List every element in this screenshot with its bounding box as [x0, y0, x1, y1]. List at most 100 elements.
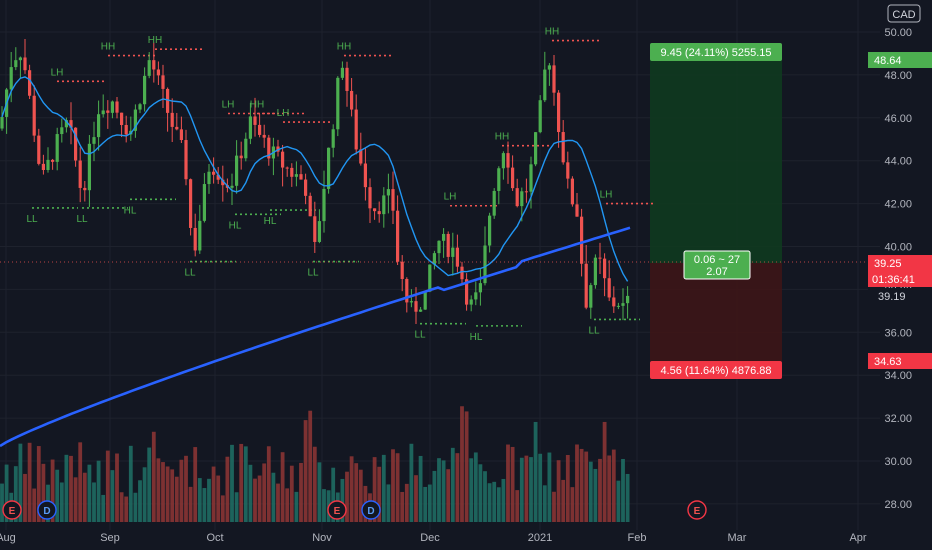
candle-body [308, 195, 312, 217]
candle-body [460, 266, 464, 280]
candle-body [478, 283, 482, 293]
profit-zone[interactable] [650, 55, 782, 263]
volume-bar [101, 494, 106, 522]
volume-bar [418, 455, 423, 522]
volume-bar [584, 451, 589, 522]
candle-body [327, 147, 331, 189]
currency-badge[interactable]: CAD [887, 4, 921, 23]
volume-bar [487, 483, 492, 522]
swing-high-label: HH [101, 42, 115, 53]
candle-body [207, 171, 211, 185]
volume-bar [225, 456, 230, 522]
candle-body [616, 305, 620, 307]
volume-bar [87, 464, 92, 522]
volume-bar [483, 471, 487, 522]
swing-levels [32, 39, 654, 327]
earnings-marker[interactable] [687, 500, 707, 520]
volume-bar [170, 469, 175, 522]
volume-bar [372, 457, 377, 522]
candle-body [120, 112, 124, 125]
event-marker-letter: E [9, 506, 16, 517]
candle-body [607, 278, 611, 298]
candle-body [331, 129, 335, 148]
dividend-marker[interactable] [37, 500, 57, 520]
candle-body [474, 292, 478, 300]
swing-high-label: HH [337, 42, 351, 53]
volume-bar [13, 466, 18, 522]
volume-bar [92, 482, 96, 522]
volume-bar [197, 478, 202, 522]
volume-bar [496, 487, 501, 522]
volume-bar [188, 486, 193, 522]
candle-body [580, 216, 584, 264]
candle-body [133, 109, 137, 131]
candle-body [561, 132, 565, 163]
candle-body [175, 126, 179, 130]
position-center-label[interactable]: 0.06 ~ 27 2.07 [683, 250, 751, 280]
volume-bar [579, 448, 584, 522]
volume-bar [78, 442, 83, 522]
swing-low-label: LL [26, 214, 38, 225]
swing-high-label: LH [444, 192, 457, 203]
volume-bar [524, 455, 529, 522]
stop-price-tag: 34.63 [868, 353, 932, 369]
candle-body [235, 155, 239, 186]
price-tick-label: 42.00 [884, 199, 912, 211]
price-tick-label: 50.00 [884, 27, 912, 39]
volume-bar [105, 450, 110, 522]
candle-body [198, 220, 202, 251]
candle-body [179, 129, 183, 141]
candle-body [69, 120, 73, 128]
candle-body [612, 297, 616, 307]
volume-bar [386, 484, 391, 522]
volume-bar [575, 444, 579, 522]
volume-bar [455, 453, 460, 522]
volume-bar [271, 472, 276, 522]
position-center-line2: 2.07 [706, 266, 727, 278]
candle-body [294, 174, 298, 177]
volume-bar [262, 463, 267, 522]
volume-bar [64, 454, 69, 522]
candle-body [455, 247, 459, 267]
loss-label[interactable]: 4.56 (11.64%) 4876.88 [650, 361, 782, 379]
candlesticks [0, 39, 630, 324]
candle-body [267, 137, 271, 159]
candle-body [152, 60, 156, 70]
volume-bar [151, 431, 156, 522]
price-tick-label: 44.00 [884, 156, 912, 168]
volume-bar [588, 461, 593, 522]
candle-body [124, 124, 128, 135]
earnings-marker[interactable] [2, 500, 22, 520]
candle-body [78, 160, 82, 188]
candle-body [97, 114, 101, 138]
volume-bar [322, 489, 326, 522]
volume-bar [400, 491, 405, 522]
stop-price-text: 34.63 [874, 356, 902, 368]
position-zones[interactable] [650, 55, 782, 361]
candle-body [552, 65, 556, 93]
dividend-marker[interactable] [361, 500, 381, 520]
volume-bar [519, 457, 524, 522]
price-tick-label: 48.00 [884, 70, 912, 82]
candle-body [32, 95, 36, 136]
earnings-marker[interactable] [327, 500, 347, 520]
candle-body [400, 261, 404, 279]
profit-label[interactable]: 9.45 (24.11%) 5255.15 [650, 43, 782, 61]
price-axis[interactable]: 50.0048.0046.0044.0042.0040.0038.0036.00… [884, 27, 912, 511]
volume-bar [179, 459, 184, 522]
volume-bar [96, 460, 101, 522]
candle-body [405, 278, 409, 303]
candle-body [359, 149, 363, 164]
volume-bar [110, 470, 115, 522]
volume-bar [294, 491, 299, 522]
candle-body [28, 70, 32, 96]
volume-bar [510, 446, 515, 522]
time-axis[interactable]: Aug Sep Oct Nov Dec 2021 Feb Mar Apr [0, 532, 867, 544]
volume-bar [515, 490, 520, 522]
volume-bar [280, 452, 285, 522]
volume-bar [556, 460, 561, 522]
candle-body [244, 138, 248, 159]
price-tick-label: 46.00 [884, 113, 912, 125]
